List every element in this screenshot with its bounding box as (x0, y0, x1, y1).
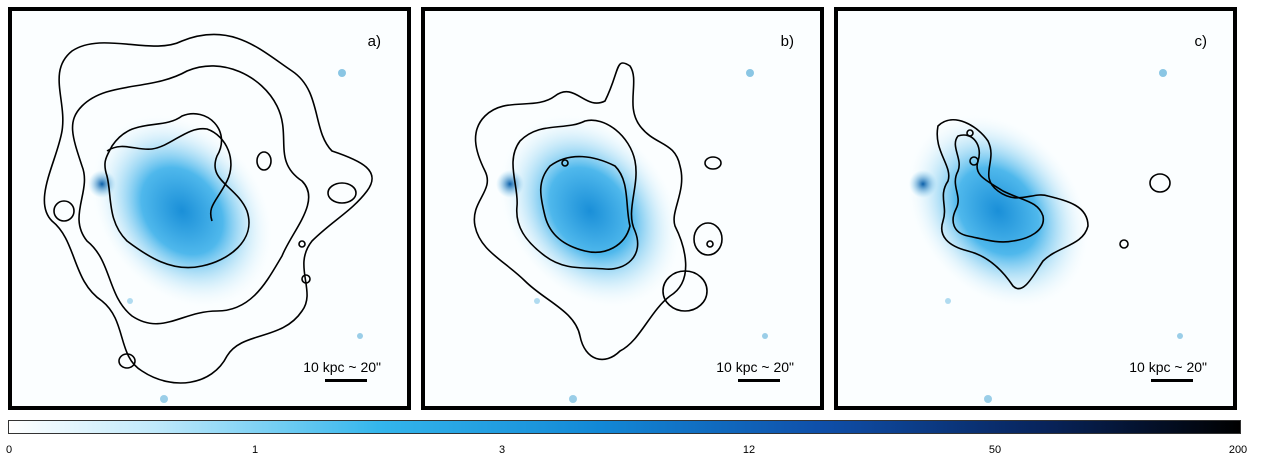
star (984, 395, 992, 403)
star (945, 298, 951, 304)
bright-star (496, 170, 524, 198)
colorbar-tick-1: 1 (251, 444, 259, 456)
star (1177, 333, 1183, 339)
colorbar-tick-50: 50 (988, 444, 1002, 456)
panel-c: c) 10 kpc ~ 20" (834, 7, 1237, 410)
contour-outer (473, 62, 687, 361)
contour-blob (298, 240, 306, 248)
contour-blob (1119, 239, 1129, 249)
contour-blob (693, 222, 723, 256)
galaxy-emission (907, 114, 1089, 308)
scale-label: 10 kpc ~ 20" (1129, 359, 1207, 375)
star (357, 333, 363, 339)
contour-middle (71, 65, 310, 325)
contour-blob (662, 270, 708, 312)
contour-blob (53, 200, 75, 222)
scale-indicator: 10 kpc ~ 20" (1129, 359, 1207, 382)
colorbar-tick-200: 200 (1228, 444, 1248, 456)
star (746, 69, 754, 77)
star (160, 395, 168, 403)
contour-inner (539, 155, 631, 253)
scale-bar (1151, 379, 1193, 382)
star (338, 69, 346, 77)
star (127, 298, 133, 304)
panel-a: a) 10 kpc ~ 20" (8, 7, 411, 410)
galaxy-emission (499, 114, 681, 308)
bright-star (909, 170, 937, 198)
panel-label: a) (367, 33, 381, 50)
contour-blob (969, 156, 979, 166)
contour-outer (936, 119, 1089, 290)
panel-label: b) (780, 33, 794, 50)
colorbar (8, 420, 1241, 434)
panel-a-image (43, 33, 373, 403)
scale-label: 10 kpc ~ 20" (303, 359, 381, 375)
panel-label: c) (1194, 33, 1208, 50)
contours (43, 33, 373, 384)
scale-bar (325, 379, 367, 382)
contour-blob (704, 156, 722, 170)
contour-blob (327, 182, 357, 204)
contour-blob (118, 353, 136, 369)
contour-outer (43, 33, 373, 384)
contours (936, 119, 1171, 290)
scale-indicator: 10 kpc ~ 20" (716, 359, 794, 382)
contour-middle (512, 119, 639, 270)
contour-blob (966, 129, 974, 137)
scale-bar (738, 379, 780, 382)
contour-blob (256, 151, 272, 171)
colorbar-tick-0: 0 (5, 444, 13, 456)
contour-blob (561, 159, 569, 167)
star (1159, 69, 1167, 77)
star (534, 298, 540, 304)
panel-c-image (907, 69, 1183, 403)
bright-star (88, 170, 116, 198)
star (569, 395, 577, 403)
scale-indicator: 10 kpc ~ 20" (303, 359, 381, 382)
colorbar-tick-3: 3 (498, 444, 506, 456)
contour-inner-alt (106, 127, 232, 222)
scale-label: 10 kpc ~ 20" (716, 359, 794, 375)
panel-b: b) 10 kpc ~ 20" (421, 7, 824, 410)
panel-b-image (473, 62, 768, 403)
contour-inner (952, 134, 1044, 243)
colorbar-tick-12: 12 (742, 444, 756, 456)
contours (473, 62, 723, 361)
galaxy-emission (91, 114, 273, 308)
contour-blob (706, 240, 714, 248)
contour-blob (301, 274, 311, 284)
contour-blob (1149, 173, 1171, 193)
star (762, 333, 768, 339)
contour-inner (104, 113, 250, 269)
